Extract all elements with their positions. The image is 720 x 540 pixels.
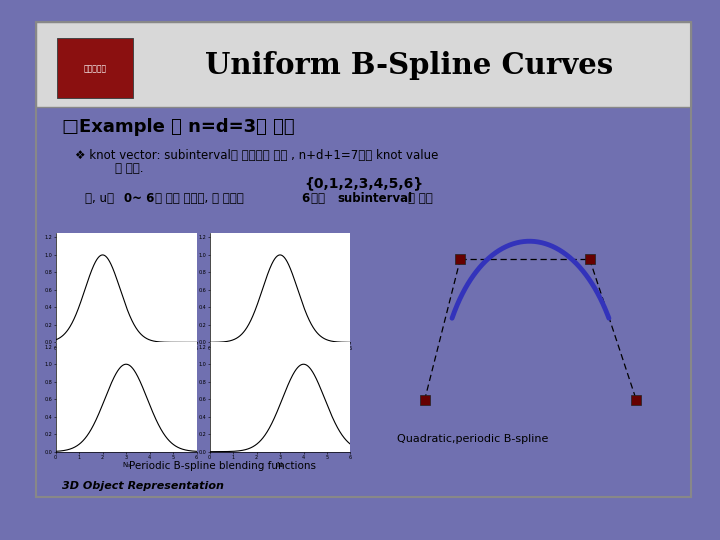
Text: subinterval: subinterval — [338, 192, 413, 205]
X-axis label: N₂: N₂ — [276, 352, 284, 358]
Text: 개의: 개의 — [311, 192, 329, 205]
Text: Periodic B-spline blending functions: Periodic B-spline blending functions — [129, 461, 316, 471]
Text: 6: 6 — [302, 192, 310, 205]
Text: 이 존재: 이 존재 — [408, 192, 433, 205]
Text: Quadratic,periodic B-spline: Quadratic,periodic B-spline — [397, 434, 549, 444]
X-axis label: N₁: N₁ — [122, 352, 130, 358]
Text: 0~ 6: 0~ 6 — [125, 192, 155, 205]
FancyBboxPatch shape — [36, 22, 691, 107]
Text: 를 가짐.: 를 가짐. — [114, 163, 143, 176]
Text: ❖ knot vector: subinterval의 끝점들의 집합 , n+d+1=7개의 knot value: ❖ knot vector: subinterval의 끝점들의 집합 , n+… — [76, 149, 438, 162]
Text: 고려대학교: 고려대학교 — [84, 65, 107, 73]
Text: 3D Object Representation: 3D Object Representation — [62, 481, 224, 491]
Text: 의 값을 가지며, 이 사이에: 의 값을 가지며, 이 사이에 — [156, 192, 248, 205]
Text: 즉, u는: 즉, u는 — [85, 192, 118, 205]
X-axis label: N₃: N₃ — [122, 462, 130, 468]
Text: Uniform B-Spline Curves: Uniform B-Spline Curves — [205, 51, 613, 80]
Text: □Example ： n=d=3인 경우: □Example ： n=d=3인 경우 — [62, 118, 294, 136]
X-axis label: N₄: N₄ — [276, 462, 284, 468]
FancyBboxPatch shape — [57, 38, 133, 98]
Text: {0,1,2,3,4,5,6}: {0,1,2,3,4,5,6} — [304, 176, 423, 190]
